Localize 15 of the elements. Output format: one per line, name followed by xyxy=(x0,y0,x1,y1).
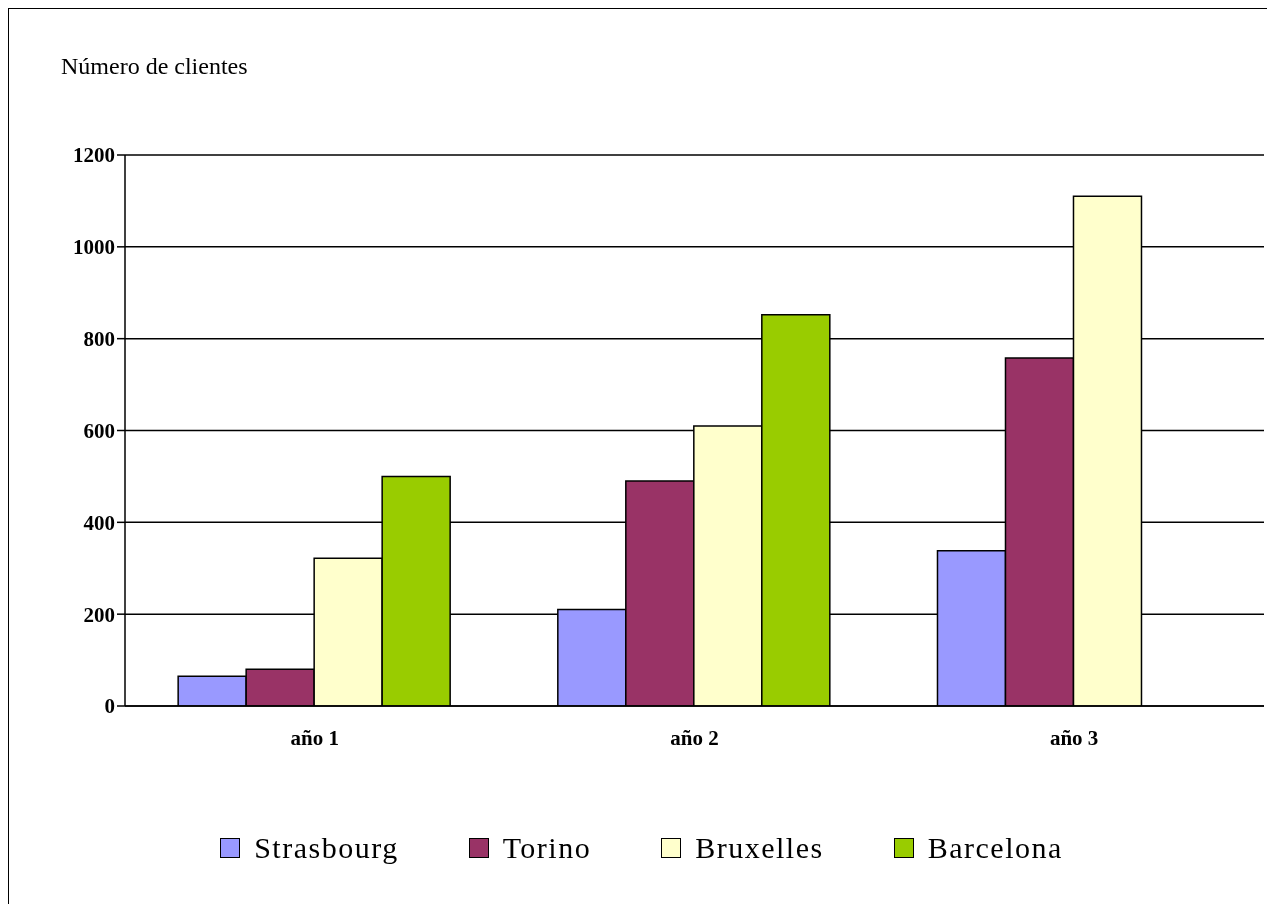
x-tick-label: año 3 xyxy=(1049,725,1099,750)
y-axis-title: Número de clientes xyxy=(61,53,248,80)
legend-label: Barcelona xyxy=(927,831,1063,865)
y-tick-label: 800 xyxy=(83,327,115,352)
x-tick-label: año 2 xyxy=(670,725,719,750)
y-tick-label: 0 xyxy=(104,694,115,719)
legend-label: Bruxelles xyxy=(695,831,824,865)
legend-label: Strasbourg xyxy=(254,831,399,865)
x-tick-label: año 1 xyxy=(290,725,340,750)
y-tick-label: 1000 xyxy=(73,235,115,260)
legend-label: Torino xyxy=(502,831,592,865)
y-tick-label: 600 xyxy=(83,418,115,443)
y-tick-label: 200 xyxy=(83,602,115,627)
y-tick-label: 1200 xyxy=(73,143,115,168)
y-tick-label: 400 xyxy=(83,510,115,535)
